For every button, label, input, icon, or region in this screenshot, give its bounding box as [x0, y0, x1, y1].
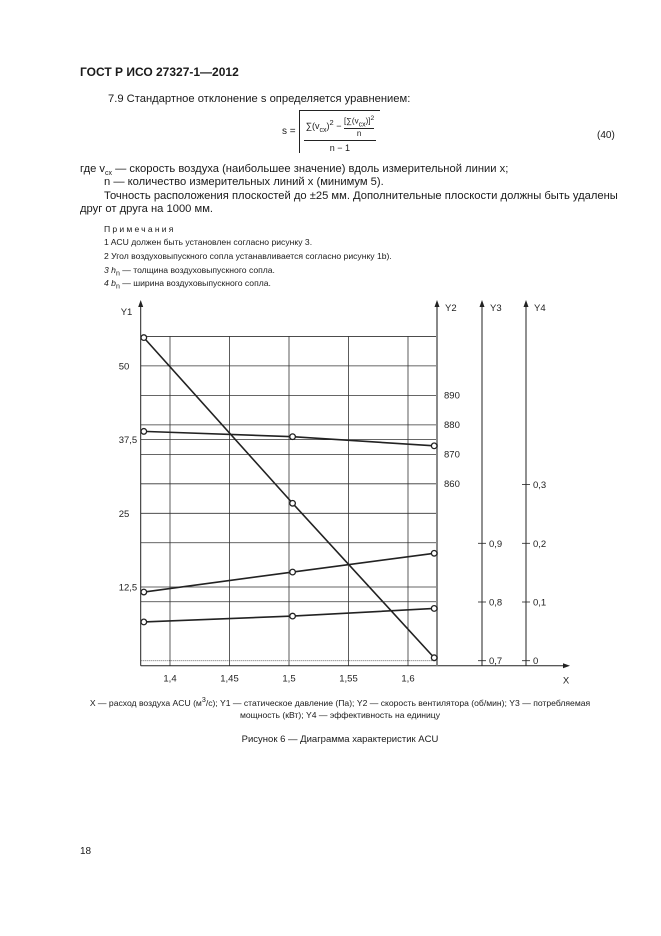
formula-number: (40) [597, 130, 615, 141]
figure-title: Рисунок 6 — Диаграмма характеристик ACU [241, 734, 439, 745]
y2-tick-label: 860 [444, 479, 460, 490]
formula-sqrt: ∑(vcx)2 − [∑(vcx)]2 n n − 1 [298, 110, 381, 154]
y3-tick-label: 0,8 [489, 598, 502, 609]
data-point-y2 [140, 427, 148, 435]
n-line: n — количество измерительных линий x (ми… [104, 176, 384, 188]
data-point-y3 [430, 549, 438, 557]
y4-tick-label: 0,2 [533, 539, 546, 550]
section-intro: 7.9 Стандартное отклонение s определяетс… [108, 93, 411, 105]
data-point-y3 [289, 568, 297, 576]
formula-lhs: s = [282, 126, 296, 138]
data-point-y1 [140, 334, 148, 342]
axis-label-y3: Y3 [490, 303, 502, 314]
note-item: 1 ACU должен быть установлен согласно ри… [104, 237, 313, 247]
y2-tick-label: 880 [444, 420, 460, 431]
data-point-y3 [140, 588, 148, 596]
y3-tick-label: 0,7 [489, 656, 502, 667]
y1-tick-label: 50 [119, 361, 130, 372]
accuracy-line-1: Точность расположения плоскостей до ±25 … [104, 190, 618, 202]
axis-label-y2: Y2 [445, 303, 457, 314]
axis-arrow-icon [523, 300, 529, 307]
x-tick-label: 1,45 [220, 674, 239, 685]
accuracy-line-2: друг от друга на 1000 мм. [80, 203, 213, 215]
y2-tick-label: 870 [444, 449, 460, 460]
x-tick-label: 1,6 [401, 674, 414, 685]
document-header: ГОСТ Р ИСО 27327-1—2012 [80, 65, 239, 79]
axis-arrow-icon [434, 300, 440, 307]
axis-label-y1: Y1 [121, 307, 133, 318]
axis-arrow-icon [479, 300, 485, 307]
page-number: 18 [80, 846, 92, 857]
x-tick-label: 1,55 [339, 674, 358, 685]
y4-tick-label: 0,1 [533, 598, 546, 609]
data-point-y4 [289, 612, 297, 620]
note-item: 2 Угол воздуховыпускного сопла устанавли… [104, 251, 392, 261]
data-point-y4 [140, 618, 148, 626]
formula: s = ∑(vcx)2 − [∑(vcx)]2 n n − 1 [282, 110, 381, 154]
axis-label-y4: Y4 [534, 303, 546, 314]
y3-tick-label: 0,9 [489, 539, 502, 550]
y4-tick-label: 0,3 [533, 480, 546, 491]
y1-tick-label: 12,5 [119, 583, 138, 594]
y4-tick-label: 0 [533, 656, 538, 667]
note-item: 4 bn — ширина воздуховыпускного сопла. [104, 278, 271, 291]
axis-arrow-icon [138, 300, 144, 307]
data-point-y2 [289, 433, 297, 441]
y2-tick-label: 890 [444, 390, 460, 401]
x-axis-arrow-icon [563, 663, 570, 669]
data-point-y4 [430, 605, 438, 612]
data-point-y1 [430, 654, 438, 662]
caption-line-1: X — расход воздуха ACU (м3/с); Y1 — стат… [89, 696, 591, 708]
note-item: 3 hn — толщина воздуховыпускного сопла. [104, 265, 275, 278]
x-axis-label: X [563, 676, 570, 687]
y1-tick-label: 25 [119, 509, 130, 520]
notes-title: Примечания [104, 224, 176, 234]
where-line: где vcx — скорость воздуха (наибольшее з… [80, 163, 509, 178]
caption-line-2: мощность (кВт); Y4 — эффективность на ед… [239, 710, 441, 720]
x-tick-label: 1,4 [163, 674, 176, 685]
data-point-y1 [289, 499, 297, 507]
x-tick-label: 1,5 [282, 674, 295, 685]
y1-tick-label: 37,5 [119, 435, 138, 446]
data-point-y2 [430, 442, 438, 450]
